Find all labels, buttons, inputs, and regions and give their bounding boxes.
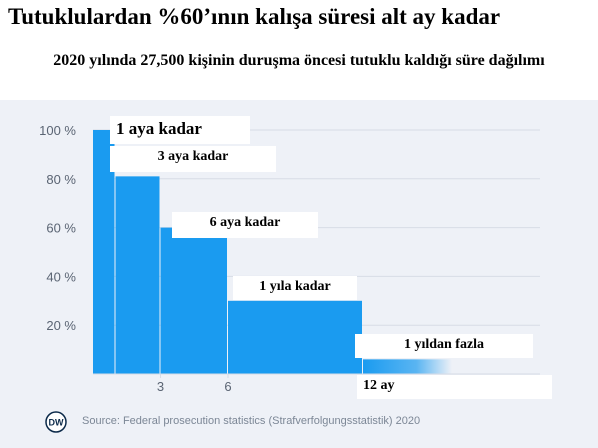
- y-tick-label: 60 %: [46, 221, 76, 236]
- dw-logo-icon: DW: [45, 411, 67, 433]
- x-tick-label: 6: [224, 379, 231, 394]
- bar: [160, 227, 227, 374]
- y-tick-label: 40 %: [46, 269, 76, 284]
- bar: [363, 359, 452, 374]
- x-tick-label: 12 ay: [357, 375, 552, 399]
- bar-label: 6 aya kadar: [172, 212, 318, 238]
- y-tick-label: 100 %: [39, 123, 76, 138]
- bar-label: 3 aya kadar: [110, 146, 276, 172]
- bar: [115, 176, 160, 374]
- chart-title: Tutuklulardan %60’ının kalışa süresi alt…: [8, 4, 501, 29]
- bar-label: 1 yıla kadar: [233, 276, 357, 300]
- x-tick-label: 3: [157, 379, 164, 394]
- bar-label: 1 yıldan fazla: [355, 334, 533, 358]
- bar: [93, 130, 115, 374]
- y-tick-label: 20 %: [46, 318, 76, 333]
- bar-label: 1 aya kadar: [110, 116, 250, 144]
- source-note: Source: Federal prosecution statistics (…: [82, 415, 421, 427]
- chart-subtitle: 2020 yılında 27,500 kişinin duruşma önce…: [53, 52, 545, 69]
- dw-logo-text: DW: [49, 418, 64, 428]
- y-tick-label: 80 %: [46, 172, 76, 187]
- header: Tutuklulardan %60’ının kalışa süresi alt…: [0, 0, 598, 100]
- bar: [228, 300, 362, 374]
